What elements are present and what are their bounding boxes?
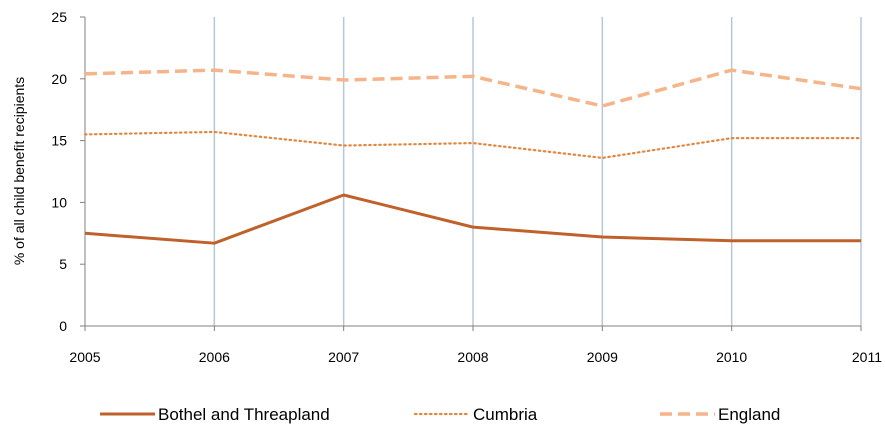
series-line-2 [84, 68, 862, 108]
legend-label-1: Cumbria [473, 405, 538, 424]
y-tick-label: 25 [51, 9, 67, 25]
x-tick-labels: 2005 2006 2007 2008 2009 2010 2011 [69, 326, 882, 365]
y-tick-labels: 0 5 10 15 20 25 [51, 9, 85, 334]
y-tick-label: 15 [51, 133, 67, 149]
x-tick-label-2005: 2005 [69, 349, 100, 365]
series-line-1 [83, 130, 863, 160]
x-tick-label-2006: 2006 [199, 349, 230, 365]
series-line-0 [84, 193, 861, 245]
legend: Bothel and Threapland Cumbria England [100, 405, 780, 424]
legend-label-0: Bothel and Threapland [158, 405, 330, 424]
y-tick-label: 10 [51, 194, 67, 210]
x-tick-label-2007: 2007 [328, 349, 359, 365]
y-axis-title: % of all child benefit recipients [11, 77, 27, 265]
vertical-gridlines [213, 17, 862, 326]
y-tick-label: 5 [59, 256, 67, 272]
x-tick-label-2009: 2009 [587, 349, 618, 365]
x-tick-label-2011: 2011 [852, 349, 882, 365]
legend-label-2: England [718, 405, 780, 424]
x-tick-label-2008: 2008 [457, 349, 488, 365]
data-series [83, 68, 863, 245]
y-tick-label: 20 [51, 71, 67, 87]
y-tick-label: 0 [59, 318, 67, 334]
x-tick-label-2010: 2010 [716, 349, 747, 365]
